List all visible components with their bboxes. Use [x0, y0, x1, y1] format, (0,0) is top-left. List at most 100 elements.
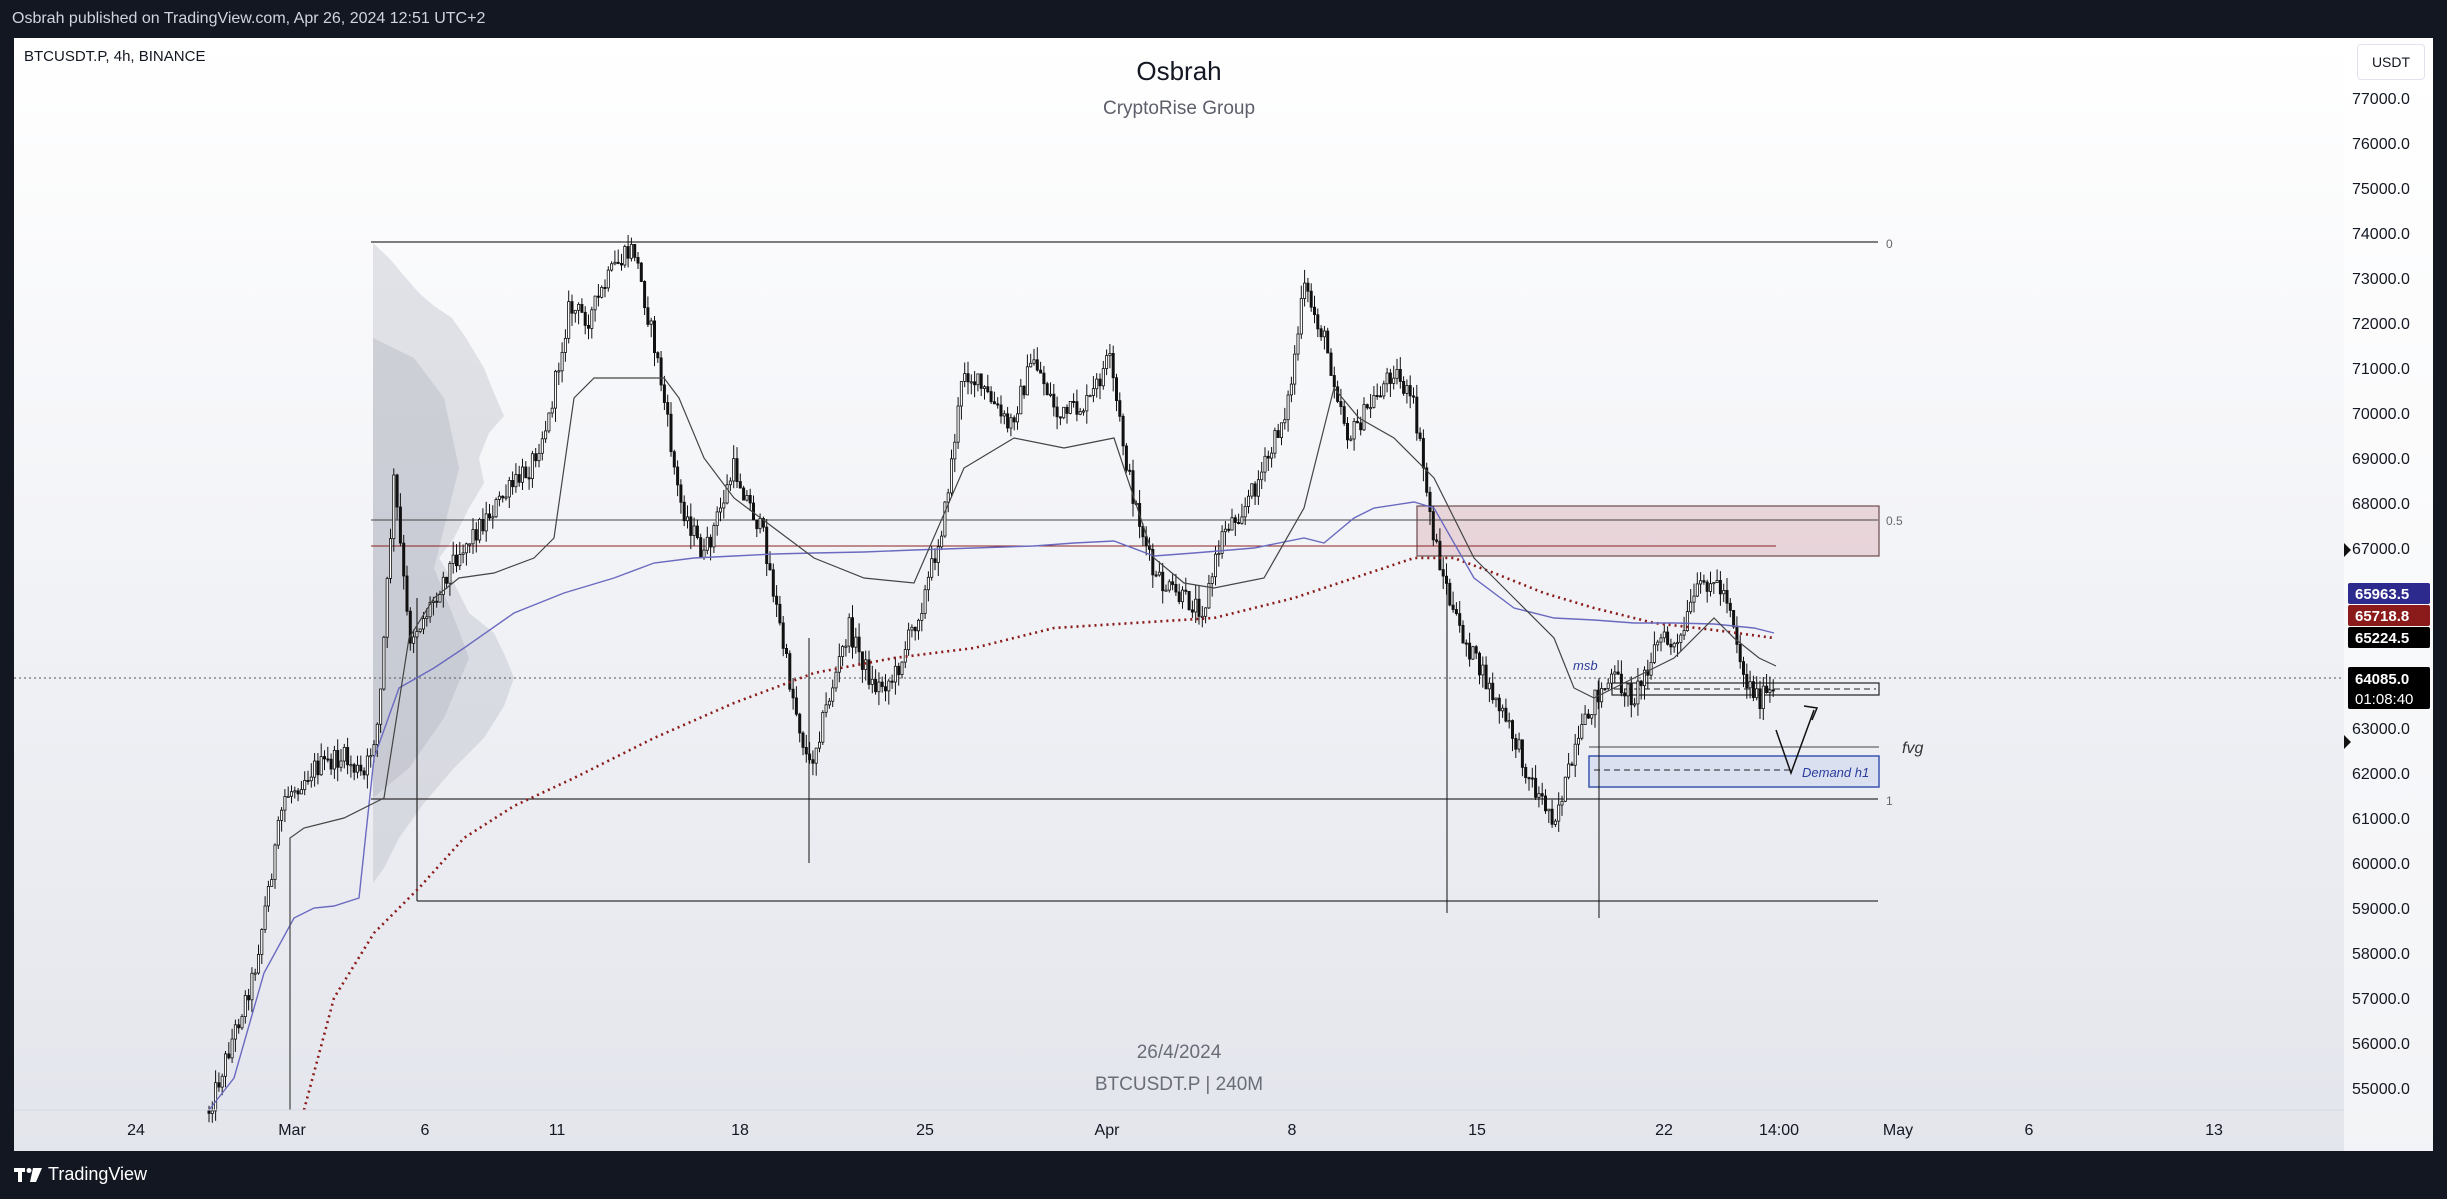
- candle-body: [332, 750, 336, 770]
- candle-body: [969, 381, 973, 384]
- candle-body: [1233, 517, 1237, 523]
- candle-body: [1197, 598, 1201, 617]
- candle-body: [930, 558, 934, 578]
- symbol-interval-label[interactable]: BTCUSDT.P, 4h, BINANCE: [24, 48, 206, 65]
- candle-body: [715, 511, 719, 526]
- candle-body: [986, 386, 990, 393]
- price-axis-label: 67000.0: [2352, 541, 2410, 558]
- candle-body: [1256, 479, 1260, 497]
- candle-body: [913, 626, 917, 632]
- candle-body: [712, 525, 716, 548]
- chart-canvas[interactable]: 0 0.5 1 msb fvg Demand h1 77000.0 76000.0 7500…: [14, 38, 2433, 1151]
- candle-body: [1481, 664, 1485, 676]
- candle-body: [511, 479, 515, 488]
- candle-body: [1039, 369, 1043, 374]
- time-axis-label: 15: [1468, 1122, 1486, 1139]
- candle-body: [1662, 631, 1666, 639]
- candle-body: [1738, 644, 1742, 663]
- candle-body: [504, 496, 508, 499]
- candle-body: [1676, 642, 1680, 645]
- currency-button[interactable]: USDT: [2357, 44, 2425, 80]
- candle-body: [280, 809, 284, 821]
- candle-body: [1313, 306, 1317, 316]
- candle-body: [1603, 688, 1607, 691]
- candle-body: [818, 741, 822, 749]
- time-axis-label: 25: [916, 1122, 934, 1139]
- axis-marker-arrow: [2344, 735, 2351, 749]
- candle-body: [1534, 777, 1538, 798]
- candle-body: [590, 309, 594, 329]
- footer-bar: [0, 1151, 2447, 1199]
- demand-zone: [1588, 755, 1880, 788]
- candle-body: [992, 401, 996, 405]
- candle-body: [950, 458, 954, 494]
- candle-body: [804, 747, 808, 755]
- watermark-date: 26/4/2024: [1136, 1042, 1222, 1063]
- candle-body: [1214, 553, 1218, 578]
- candle-body: [1712, 582, 1716, 585]
- candle-body: [1672, 642, 1676, 648]
- candle-body: [893, 665, 897, 683]
- candle-body: [1035, 359, 1039, 371]
- candle-body: [1643, 669, 1647, 687]
- candle-body: [1217, 553, 1221, 556]
- candle-body: [458, 554, 462, 567]
- candle-body: [761, 518, 765, 528]
- tradingview-logo-text: TradingView: [48, 1164, 148, 1184]
- candle-body: [577, 303, 581, 311]
- candle-body: [207, 1109, 211, 1114]
- candle-body: [306, 780, 310, 783]
- candle-body: [346, 747, 350, 766]
- price-tag-value: 65224.5: [2355, 630, 2409, 647]
- candle-body: [1560, 800, 1564, 806]
- candle-body: [494, 499, 498, 518]
- candle-body: [349, 764, 353, 767]
- candle-body: [563, 337, 567, 353]
- candle-body: [1715, 580, 1719, 583]
- candle-body: [412, 636, 416, 644]
- candle-body: [860, 651, 864, 670]
- published-text: Osbrah published on TradingView.com, Apr…: [12, 10, 486, 27]
- candle-body: [1177, 591, 1181, 603]
- candle-body: [755, 519, 759, 530]
- candle-body: [1765, 685, 1769, 693]
- price-axis-label: 69000.0: [2352, 451, 2410, 468]
- candle-body: [319, 756, 323, 776]
- candle-body: [1408, 385, 1412, 397]
- candle-body: [1544, 795, 1548, 812]
- candle-body: [1487, 682, 1491, 690]
- candle-body: [527, 477, 531, 480]
- candle-body: [1200, 615, 1204, 618]
- candle-body: [771, 569, 775, 597]
- candle-body: [596, 295, 600, 298]
- candle-body: [907, 629, 911, 651]
- price-axis-label: 62000.0: [2352, 766, 2410, 783]
- candle-body: [369, 755, 373, 758]
- candle-body: [296, 790, 300, 795]
- candle-body: [547, 412, 551, 432]
- candle-body: [1709, 583, 1713, 592]
- candle-body: [1151, 548, 1155, 576]
- candle-body: [1494, 697, 1498, 701]
- candle-body: [1573, 743, 1577, 766]
- candle-body: [1458, 613, 1462, 626]
- time-axis-label: 14:00: [1759, 1122, 1799, 1139]
- candle-body: [686, 516, 690, 522]
- candle-body: [1379, 395, 1383, 398]
- candle-body: [322, 756, 326, 760]
- candle-body: [1022, 385, 1026, 396]
- candle-body: [223, 1053, 227, 1077]
- candle-body: [491, 516, 495, 519]
- chart-area[interactable]: 0 0.5 1 msb fvg Demand h1 77000.0 76000.0 7500…: [14, 38, 2433, 1151]
- candle-body: [263, 905, 267, 930]
- candle-body: [933, 558, 937, 563]
- time-axis-label: 8: [1288, 1122, 1297, 1139]
- price-axis-label: 61000.0: [2352, 811, 2410, 828]
- candle-body: [623, 246, 627, 266]
- tradingview-logo[interactable]: TradingView: [14, 1164, 147, 1185]
- candle-body: [940, 535, 944, 548]
- candle-body: [1547, 808, 1551, 812]
- candle-body: [309, 776, 313, 782]
- candle-body: [468, 543, 472, 546]
- candle-body: [517, 474, 521, 483]
